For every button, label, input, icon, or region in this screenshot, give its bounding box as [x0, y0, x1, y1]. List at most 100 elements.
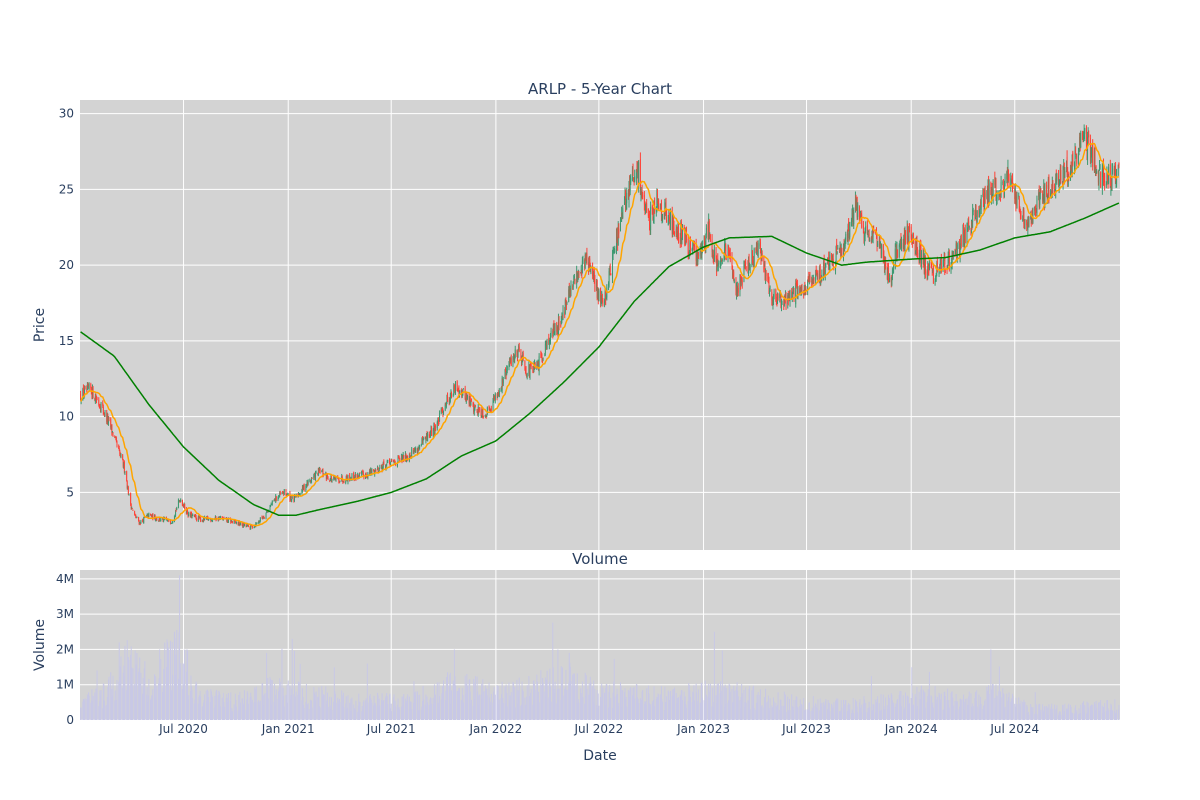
- candle-body: [813, 277, 815, 280]
- volume-bar: [771, 708, 773, 720]
- date-tick-label: Jul 2024: [989, 722, 1039, 736]
- candle-body: [354, 476, 356, 479]
- volume-bar: [737, 696, 739, 720]
- volume-bar: [461, 700, 463, 720]
- candle-body: [444, 404, 446, 411]
- candle-body: [262, 516, 264, 519]
- volume-bar: [303, 704, 305, 720]
- candle-body: [727, 245, 729, 257]
- candle-body: [349, 474, 351, 481]
- volume-bar: [279, 678, 281, 720]
- volume-bar: [847, 705, 849, 720]
- candle-body: [289, 492, 291, 501]
- volume-bar: [508, 682, 510, 720]
- volume-bar: [92, 701, 94, 720]
- candle-body: [291, 499, 293, 502]
- candle-body: [877, 243, 879, 246]
- candle-body: [652, 209, 654, 219]
- candle-body: [910, 226, 912, 239]
- volume-bar: [796, 697, 798, 720]
- volume-bar: [1006, 693, 1008, 720]
- volume-bar: [637, 699, 639, 720]
- volume-bar: [1039, 704, 1041, 720]
- candle-body: [230, 519, 232, 523]
- volume-bar: [150, 699, 152, 720]
- volume-bar: [597, 707, 599, 720]
- candle-body: [660, 200, 662, 216]
- candle-body: [783, 298, 785, 306]
- candle-body: [440, 408, 442, 413]
- candle-body: [1107, 180, 1109, 182]
- volume-bar: [1075, 711, 1077, 720]
- candle-body: [831, 256, 833, 258]
- volume-bar: [791, 694, 793, 720]
- volume-bar: [647, 685, 649, 720]
- candle-body: [585, 255, 587, 259]
- volume-bar: [144, 661, 146, 720]
- volume-bar: [517, 703, 519, 720]
- volume-bar: [835, 699, 837, 720]
- volume-bar: [1020, 700, 1022, 720]
- candle-body: [931, 263, 933, 269]
- candle-body: [418, 446, 420, 449]
- candle-body: [1011, 181, 1013, 184]
- volume-bar: [696, 692, 698, 720]
- candle-body: [787, 293, 789, 301]
- volume-bar: [226, 694, 228, 720]
- volume-bar: [429, 699, 431, 720]
- candle-body: [998, 194, 1000, 196]
- volume-bar: [198, 695, 200, 720]
- volume-bar: [593, 680, 595, 720]
- candle-body: [135, 517, 137, 519]
- volume-bar: [683, 691, 685, 720]
- volume-bar: [520, 704, 522, 720]
- candle-body: [501, 388, 503, 390]
- volume-bar: [1014, 706, 1016, 720]
- candle-body: [510, 359, 512, 361]
- volume-bar: [783, 705, 785, 720]
- candle-body: [490, 408, 492, 410]
- volume-bar: [553, 689, 555, 720]
- volume-bar: [184, 649, 186, 720]
- volume-bar: [333, 667, 335, 720]
- candle-body: [127, 487, 129, 495]
- volume-bar: [875, 702, 877, 720]
- volume-bar: [939, 694, 941, 720]
- volume-bar: [305, 702, 307, 720]
- volume-bar: [486, 695, 488, 720]
- volume-bar: [765, 702, 767, 720]
- candle-body: [769, 290, 770, 296]
- candle-body: [655, 207, 657, 212]
- candle-body: [100, 408, 101, 412]
- volume-bar: [410, 701, 412, 720]
- candle-body: [389, 459, 390, 464]
- candle-body: [942, 263, 944, 270]
- candle-body: [781, 301, 783, 305]
- volume-tick-label: 3M: [56, 607, 74, 621]
- volume-bar: [354, 708, 356, 720]
- candle-body: [608, 282, 609, 286]
- candle-body: [430, 427, 432, 433]
- candle-body: [338, 482, 340, 483]
- candle-body: [565, 302, 567, 307]
- candle-body: [880, 244, 882, 255]
- candle-body: [789, 290, 791, 303]
- candle-body: [182, 504, 184, 506]
- candle-body: [992, 180, 994, 198]
- volume-bar: [478, 694, 480, 720]
- volume-bar: [165, 666, 167, 720]
- candle-body: [307, 481, 309, 485]
- candle-body: [346, 476, 348, 479]
- volume-bar: [210, 689, 212, 720]
- volume-bar: [1071, 712, 1073, 720]
- volume-bar: [879, 710, 881, 720]
- volume-bar: [554, 681, 556, 720]
- volume-bar: [202, 702, 204, 720]
- volume-bar: [1063, 710, 1065, 720]
- volume-bar: [692, 693, 694, 720]
- candle-body: [1118, 163, 1120, 165]
- candle-body: [844, 242, 846, 246]
- volume-bar: [492, 702, 494, 720]
- candle-body: [978, 210, 980, 214]
- candle-body: [692, 246, 694, 251]
